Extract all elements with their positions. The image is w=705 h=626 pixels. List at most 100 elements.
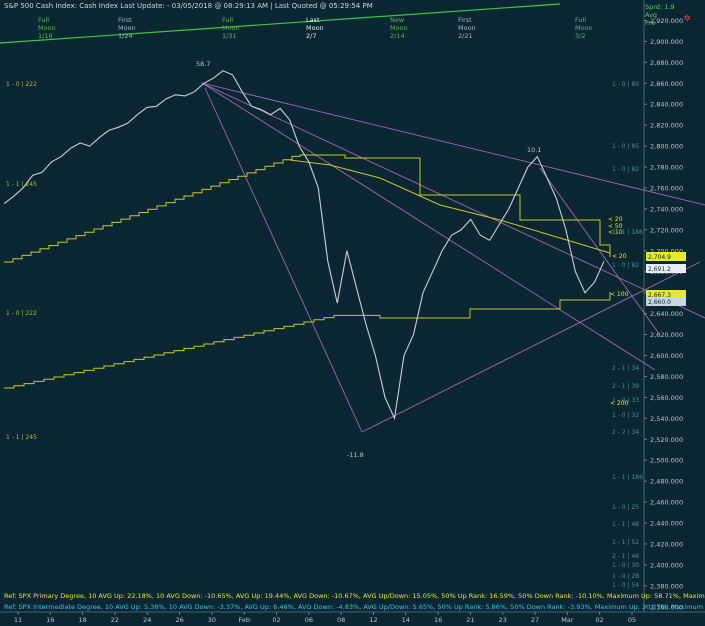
right-ratio-label: 1 - 1 | 186 [612,229,643,236]
moon-phase-label: 1/16 [38,32,53,40]
y-tick-label: 2,400.000 [650,561,683,569]
x-tick-label: 30 [208,616,216,624]
moon-phase-label: 2/21 [458,32,473,40]
trend-line [201,82,705,319]
header-right-label: Avg [645,11,658,19]
x-tick-label: 12 [369,616,377,624]
settings-gear-icon[interactable]: ✲ [683,14,691,24]
right-ratio-label: 2 - 1 | 39 [612,383,639,390]
ma-line-20 [289,159,611,254]
right-ratio-label: 1 - 0 | 28 [612,573,639,580]
y-tick-label: 2,760.000 [650,184,683,192]
x-tick-label: 24 [143,616,151,624]
left-ratio-label: 1 - 0 | 222 [6,310,37,317]
moon-phase-label: Last [306,16,320,24]
y-tick-label: 2,380.000 [650,582,683,590]
left-ratio-label: 1 - 1 | 245 [6,181,37,188]
moon-phase-label: Full [38,16,50,24]
moon-phase-label: Moon [458,24,476,32]
x-tick-label: 23 [499,616,507,624]
x-tick-label: 22 [111,616,119,624]
right-ratio-label: 1 - 0 | 30 [612,562,639,569]
trend-line [361,261,701,433]
y-tick-label: 2,640.000 [650,310,683,318]
x-tick-label: 06 [305,616,313,624]
y-tick-label: 2,420.000 [650,540,683,548]
moon-phase-label: First [118,16,132,24]
ma-line-50 [4,154,611,263]
moon-phase-label: Moon [118,24,136,32]
right-ratio-label: 1 - 1 | 48 [612,521,639,528]
moon-phase-label: Full [222,16,234,24]
right-ratio-label: 1 - 0 | 89 [612,81,639,88]
y-tick-label: 2,620.000 [650,331,683,339]
price-tag-box [646,264,686,273]
header-right-label: Sprd: 1.9 [645,3,675,11]
y-tick-label: 2,500.000 [650,457,683,465]
x-tick-label: Feb [238,616,250,624]
moon-phase-label: Moon [575,24,593,32]
price-tag-box [646,252,686,261]
x-tick-label: 27 [531,616,539,624]
y-tick-label: 2,720.000 [650,226,683,234]
moon-phase-label: New [390,16,405,24]
left-ratio-label: 1 - 1 | 245 [6,434,37,441]
x-tick-label: 02 [596,616,604,624]
y-tick-label: 2,820.000 [650,122,683,130]
y-tick-label: 2,440.000 [650,520,683,528]
y-tick-label: 2,360.000 [650,603,683,611]
moon-phase-label: 1/31 [222,32,237,40]
footer-intermediate-degree: Ref: SPX Intermediate Degree, 10 AVG Up:… [4,603,705,611]
x-tick-label: 16 [46,616,54,624]
y-tick-label: 2,780.000 [650,164,683,172]
y-tick-label: 2,880.000 [650,59,683,67]
x-tick-label: 18 [78,616,86,624]
moon-phase-label: 1/24 [118,32,133,40]
y-tick-label: 2,920.000 [650,17,683,25]
header-right-label: Pre [645,19,656,27]
trough-annotation: -11.8 [347,451,364,459]
price-tag-label: 2,667.3 [648,292,671,299]
trend-line [204,87,363,433]
right-ratio-label: 1 - 0 | 82 [612,262,639,269]
right-ratio-label: 1 - 0 | 54 [612,582,639,589]
y-tick-label: 2,840.000 [650,101,683,109]
trend-line [201,82,656,371]
y-tick-label: 2,460.000 [650,499,683,507]
chart-header-title: S&P 500 Cash Index: Cash Index Last Upda… [4,2,373,10]
x-tick-label: 26 [175,616,183,624]
second-peak-annotation: 10.1 [527,146,541,154]
y-tick-label: 2,600.000 [650,352,683,360]
moon-phase-label: Moon [306,24,324,32]
y-tick-label: 2,900.000 [650,38,683,46]
price-line [3,70,605,421]
y-tick-label: 2,480.000 [650,478,683,486]
moon-phase-label: Moon [390,24,408,32]
y-tick-label: 2,520.000 [650,436,683,444]
ma-period-label: < 20 [608,216,623,223]
ma-period-label: < 20 [612,253,627,260]
moon-phase-label: Moon [38,24,56,32]
right-ratio-label: 1 - 1 | 52 [612,539,639,546]
right-ratio-label: 1 - 0 | 33 [612,397,639,404]
left-ratio-label: 1 - 0 | 222 [6,81,37,88]
moon-phase-label: First [458,16,472,24]
right-ratio-label: 2 - 1 | 46 [612,553,639,560]
trend-line [539,167,661,336]
y-tick-label: 2,800.000 [650,143,683,151]
ma-period-label: < 50 [608,223,623,230]
x-tick-label: 02 [272,616,280,624]
y-tick-label: 2,740.000 [650,205,683,213]
y-tick-label: 2,700.000 [650,247,683,255]
price-tag-box [646,297,686,306]
moon-phase-label: Moon [222,24,240,32]
x-tick-label: 14 [402,616,410,624]
x-tick-label: Mar [561,616,574,624]
right-ratio-label: 2 - 1 | 34 [612,365,639,372]
green-trend-line [0,3,561,44]
price-tag-label: 2,691.2 [648,266,671,273]
x-tick-label: 08 [337,616,345,624]
footer-primary-degree: Ref: SPX Primary Degree, 10 AVG Up: 22.1… [4,592,705,600]
right-ratio-label: 1 - 0 | 85 [612,143,639,150]
